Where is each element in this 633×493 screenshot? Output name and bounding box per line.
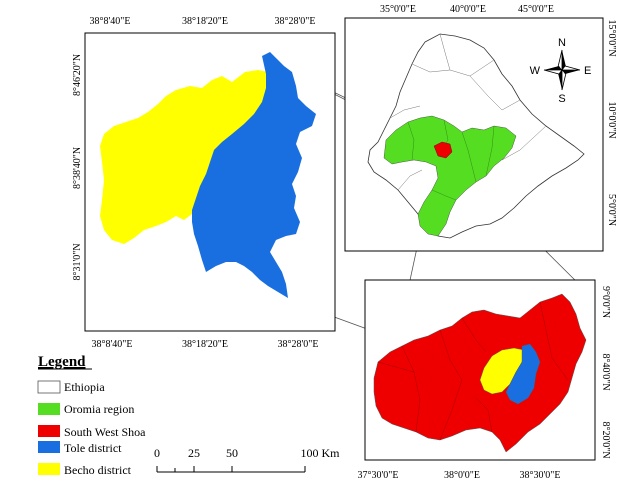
zone-y-tick: 8°20'0"N — [600, 421, 611, 458]
south-west-shoa-highlight-shape — [433, 141, 453, 159]
ethiopia-x-tick: 45°0'0"E — [518, 4, 554, 15]
zone-y-tick: 9°0'0"N — [600, 286, 611, 318]
district-y-tick: 8°38'40"N — [72, 147, 83, 189]
district-border — [475, 397, 493, 433]
legend-label-ethiopia: Ethiopia — [64, 380, 105, 394]
legend-label-tole: Tole district — [64, 441, 122, 455]
south-arrow-point — [558, 70, 562, 90]
south-label: S — [558, 93, 565, 105]
zone-internal-borders — [377, 301, 569, 441]
zone-x-tick: 38°0'0"E — [444, 470, 480, 481]
becho-district-shape — [100, 70, 268, 244]
east-label: E — [584, 65, 591, 77]
scale-label: 100 Km — [301, 446, 341, 460]
scale-label: 0 — [154, 446, 160, 460]
legend-title: Legend — [38, 354, 86, 370]
zone-x-tick: 37°30'0"E — [358, 470, 399, 481]
ethiopia-x-tick: 35°0'0"E — [380, 4, 416, 15]
scale-bar: 0 25 50 100 Km — [154, 446, 341, 473]
ethiopia-y-tick: 5°0'0"N — [606, 194, 617, 226]
region-border — [389, 105, 421, 119]
zone-tole-shape — [505, 343, 541, 405]
zone-y-tick: 8°40'0"N — [600, 353, 611, 390]
scale-label: 25 — [188, 446, 200, 460]
legend: Legend Ethiopia Oromia region South West… — [37, 354, 146, 477]
region-border — [501, 125, 547, 161]
district-border — [551, 357, 569, 381]
west-arrow-point — [544, 66, 562, 70]
scale-label: 50 — [226, 446, 238, 460]
west-arrow-point — [543, 69, 563, 75]
zone-border — [431, 189, 457, 201]
east-arrow-point — [561, 65, 581, 71]
district-border — [401, 345, 421, 433]
zone-x-tick: 38°30'0"E — [520, 470, 561, 481]
legend-swatch-ethiopia — [37, 380, 61, 394]
ethiopia-y-tick: 15°0'0"N — [606, 19, 617, 56]
district-border — [439, 379, 463, 441]
district-map: 38°8'40"E 38°18'20"E 38°28'0"E 38°8'40"E… — [72, 16, 336, 350]
north-label: N — [558, 37, 566, 49]
district-x-tick: 38°18'20"E — [182, 339, 228, 350]
tole-district-shape — [192, 52, 316, 298]
district-x-tick: 38°8'40"E — [92, 339, 133, 350]
legend-swatch-becho — [38, 463, 60, 475]
district-y-tick: 8°31'0"N — [72, 243, 83, 280]
district-x-tick: 38°28'0"E — [278, 339, 319, 350]
ethiopia-x-tick: 40°0'0"E — [450, 4, 486, 15]
oromia-region-shape — [383, 115, 517, 237]
legend-label-becho: Becho district — [64, 463, 132, 477]
oromia-internal-borders — [407, 119, 495, 201]
district-y-tick: 8°46'20"N — [72, 54, 83, 96]
district-border — [439, 329, 463, 381]
region-border — [397, 169, 423, 191]
ethiopia-map: 35°0'0"E 40°0'0"E 45°0'0"E 15°0'0"N 10°0… — [344, 4, 617, 252]
west-label: W — [530, 65, 541, 77]
district-x-tick: 38°8'40"E — [90, 16, 131, 27]
legend-label-oromia: Oromia region — [64, 402, 134, 416]
region-border — [439, 33, 451, 71]
region-border — [469, 75, 521, 111]
zone-border — [461, 131, 477, 183]
ethiopia-internal-borders — [389, 33, 547, 191]
legend-swatch-oromia — [38, 403, 60, 415]
district-x-tick: 38°18'20"E — [182, 16, 228, 27]
north-arrow-point — [562, 50, 566, 70]
east-arrow-point — [562, 70, 580, 74]
legend-swatch-tole — [38, 441, 60, 453]
north-arrow-icon: N S E W — [530, 37, 592, 105]
legend-label-south-west-shoa: South West Shoa — [64, 425, 146, 439]
zone-map: 37°30'0"E 38°0'0"E 38°30'0"E 9°0'0"N 8°4… — [358, 279, 611, 481]
district-border — [461, 317, 487, 353]
district-border — [539, 301, 553, 359]
legend-swatch-south-west-shoa — [38, 425, 60, 437]
zone-border — [407, 121, 415, 161]
district-x-tick: 38°28'0"E — [275, 16, 316, 27]
ethiopia-y-tick: 10°0'0"N — [606, 101, 617, 138]
zone-border — [485, 125, 495, 177]
south-west-shoa-zone-shape — [373, 293, 587, 453]
district-border — [377, 361, 415, 373]
